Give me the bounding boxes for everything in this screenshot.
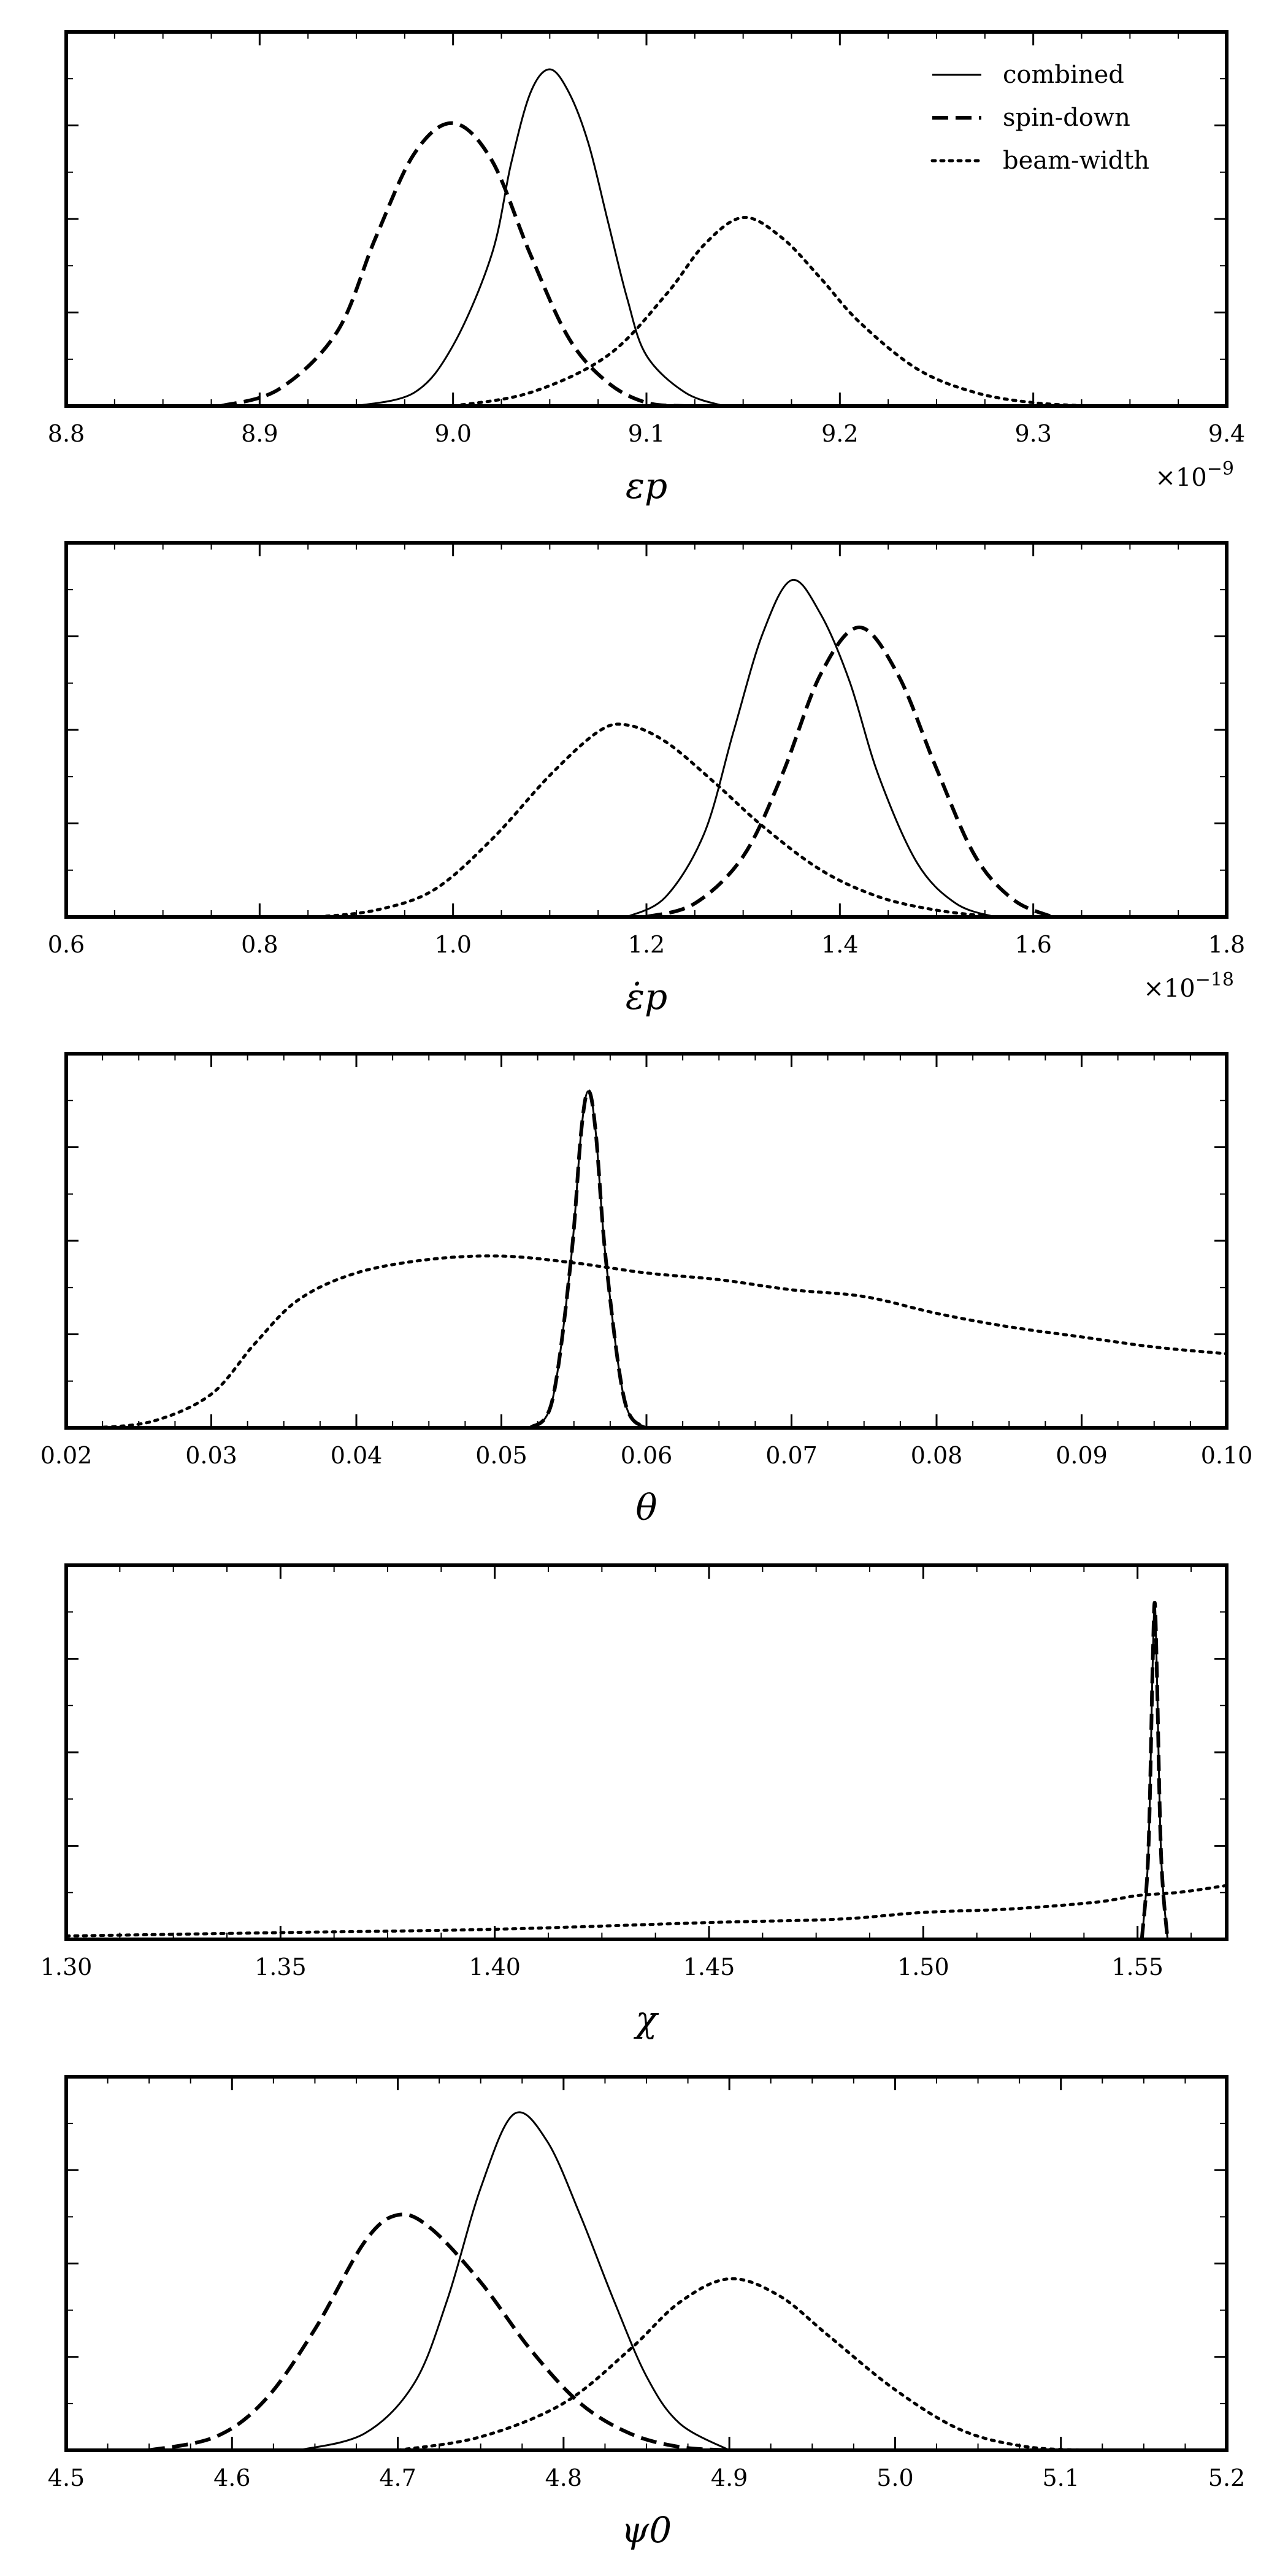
series-line-beam-width (451, 216, 1093, 406)
x-tick-label: 0.08 (911, 1442, 963, 1469)
series-line-spin-down (148, 2212, 730, 2450)
legend-label-spin-down: spin-down (1003, 104, 1130, 132)
x-tick-label: 0.04 (331, 1442, 383, 1469)
series-line-spin-down (646, 625, 1054, 917)
legend-label-combined: combined (1003, 61, 1124, 89)
axes-frame (64, 1052, 1229, 1430)
x-tick-label: 0.02 (40, 1442, 93, 1469)
series-group (66, 1601, 1227, 1939)
x-tick-label: 1.35 (255, 1953, 307, 1980)
x-tick-label: 1.0 (434, 931, 471, 958)
multiplier-base: ×10 (1143, 975, 1195, 1003)
panel-5: 4.5 4.6 4.7 4.8 4.9 5.0 5.1 5.2 ψ0 (48, 2075, 1245, 2551)
x-tick-label: 0.03 (185, 1442, 237, 1469)
legend: combined spin-down beam-width (930, 61, 1149, 175)
multiplier-exponent: −9 (1207, 458, 1234, 480)
multiplier-base: ×10 (1155, 464, 1206, 492)
x-tick-label: 5.0 (876, 2464, 913, 2491)
panel-4: 1.30 1.35 1.40 1.45 1.50 1.55 χ (40, 1563, 1229, 2040)
series-line-beam-width (66, 1884, 1227, 1938)
series-group (93, 1089, 1227, 1428)
series-group (148, 2111, 1096, 2450)
x-tick-label: 1.50 (897, 1953, 949, 1980)
x-tick-label: 9.0 (434, 420, 471, 447)
x-tick-label: 9.3 (1014, 420, 1051, 447)
series-line-spin-down (529, 1089, 648, 1428)
x-tick-label: 9.1 (628, 420, 665, 447)
series-line-combined (298, 2111, 730, 2450)
x-tick-label: 0.6 (48, 931, 85, 958)
multiplier-exponent: −18 (1195, 969, 1234, 991)
axes-frame (64, 2075, 1229, 2452)
legend-label-beam-width: beam-width (1003, 147, 1149, 175)
series-line-spin-down (1140, 1601, 1170, 1939)
x-tick-label: 1.2 (628, 931, 665, 958)
series-line-beam-width (396, 2277, 1096, 2450)
x-tick-label: 4.8 (545, 2464, 582, 2491)
x-tick-label: 0.07 (765, 1442, 818, 1469)
x-tick-label: 4.6 (213, 2464, 250, 2491)
x-tick-label: 5.1 (1042, 2464, 1079, 2491)
axis-multiplier: ×10−9 (1155, 458, 1234, 492)
x-tick-label: 1.40 (469, 1953, 521, 1980)
x-tick-label: 8.8 (48, 420, 85, 447)
x-tick-label: 0.05 (475, 1442, 527, 1469)
x-axis-label: χ (633, 1998, 659, 2040)
x-tick-label: 1.45 (683, 1953, 735, 1980)
series-line-beam-width (93, 1254, 1227, 1428)
panel-3: 0.02 0.03 0.04 0.05 0.06 0.07 0.08 0.09 0.10 θ (40, 1052, 1253, 1528)
axes-frame (64, 541, 1229, 919)
series-line-combined (626, 578, 995, 917)
x-tick-label: 0.10 (1201, 1442, 1253, 1469)
axes-frame (64, 1563, 1229, 1941)
x-tick-label: 0.06 (621, 1442, 673, 1469)
series-group (316, 578, 1054, 917)
panel-1: 8.8 8.9 9.0 9.1 9.2 9.3 9.4 εp ×10−9 combined spin… (48, 30, 1245, 507)
x-tick-label: 8.9 (241, 420, 278, 447)
x-axis-label: ψ0 (621, 2509, 672, 2551)
panel-2: 0.6 0.8 1.0 1.2 1.4 1.6 1.8 ε̇p ×10−18 (48, 541, 1245, 1018)
x-tick-label: 1.30 (40, 1953, 93, 1980)
series-line-spin-down (220, 121, 686, 406)
x-tick-label: 9.4 (1208, 420, 1245, 447)
axis-multiplier: ×10−18 (1143, 969, 1234, 1003)
x-tick-label: 0.8 (241, 931, 278, 958)
x-tick-label: 1.4 (821, 931, 858, 958)
series-line-beam-width (316, 723, 997, 917)
x-axis-label: ε̇p (626, 976, 667, 1018)
x-tick-label: 1.55 (1111, 1953, 1163, 1980)
x-tick-label: 9.2 (821, 420, 858, 447)
x-tick-label: 1.8 (1208, 931, 1245, 958)
x-tick-label: 4.5 (48, 2464, 85, 2491)
series-group (220, 68, 1093, 406)
x-axis-label: θ (636, 1487, 657, 1528)
x-tick-label: 1.6 (1014, 931, 1051, 958)
x-tick-label: 4.9 (711, 2464, 748, 2491)
x-tick-label: 4.7 (379, 2464, 416, 2491)
x-axis-label: εp (626, 465, 667, 507)
x-tick-label: 0.09 (1056, 1442, 1108, 1469)
series-line-combined (356, 68, 724, 406)
x-tick-label: 5.2 (1208, 2464, 1245, 2491)
